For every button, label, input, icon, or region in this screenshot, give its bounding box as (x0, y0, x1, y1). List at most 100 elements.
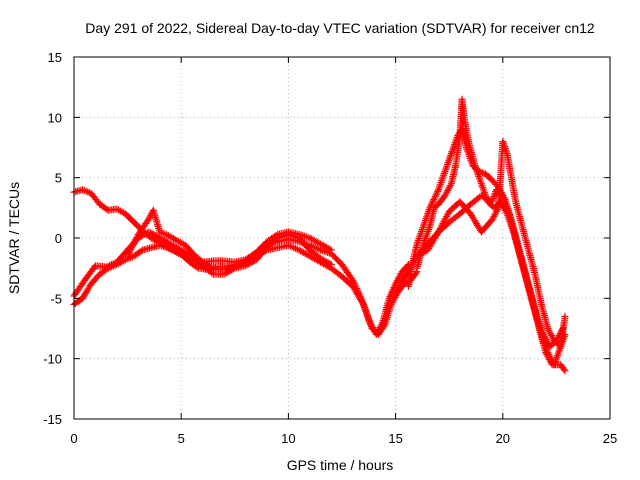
data-point-fill (162, 237, 170, 245)
data-point-fill (502, 146, 510, 154)
data-point-fill (304, 251, 312, 259)
data-point-fill (154, 233, 162, 241)
data-point-fill (79, 279, 87, 287)
data-point-fill (206, 263, 214, 271)
data-point-fill (483, 195, 491, 203)
data-point-fill (168, 241, 176, 249)
data-point (145, 228, 153, 236)
data-point-fill (489, 194, 497, 202)
data-point-fill (434, 187, 442, 195)
data-point-fill (518, 256, 526, 264)
data-point-fill (505, 208, 513, 216)
data-point-fill (326, 260, 334, 268)
data-point-fill (260, 240, 268, 248)
data-point-fill (180, 248, 188, 256)
data-point-fill (321, 243, 329, 251)
data-point-fill (537, 298, 545, 306)
data-point-fill (250, 251, 258, 259)
data-point-fill (326, 245, 334, 253)
data-point-fill (418, 250, 426, 258)
data-point-fill (271, 232, 279, 240)
data-point-fill (101, 204, 109, 212)
data-point-fill (358, 299, 366, 307)
data-point-fill (440, 169, 448, 177)
y-axis-label: SDTVAR / TECUs (6, 182, 22, 294)
data-point (327, 261, 335, 269)
data-point-fill (111, 205, 119, 213)
data-point-fill (298, 248, 306, 256)
data-point-fill (128, 216, 136, 224)
data-point-fill (380, 322, 388, 330)
data-point-fill (125, 249, 133, 257)
data-point-fill (303, 250, 311, 258)
data-point-fill (428, 199, 436, 207)
data-point-fill (451, 163, 459, 171)
series-8 (413, 137, 569, 351)
data-point-fill (433, 189, 441, 197)
data-point-fill (171, 243, 179, 251)
data-point-fill (136, 248, 144, 256)
data-point-fill (559, 364, 567, 372)
data-point-fill (347, 273, 355, 281)
data-point-fill (151, 231, 159, 239)
data-point-fill (480, 193, 488, 201)
data-point-fill (80, 186, 88, 194)
data-point-fill (561, 314, 569, 322)
data-point-fill (160, 237, 168, 245)
data-point-fill (321, 257, 329, 265)
data-point-fill (489, 196, 497, 204)
data-point-fill (429, 197, 437, 205)
data-point-fill (159, 229, 167, 237)
data-point-fill (425, 224, 433, 232)
data-point-fill (137, 247, 145, 255)
data-point-fill (229, 263, 237, 271)
data-point-fill (486, 219, 494, 227)
data-point-fill (511, 196, 519, 204)
axis-ticks: 0 5 10 15 20 25 -15 -10 -5 0 5 10 15 (43, 50, 617, 446)
data-point-fill (159, 236, 167, 244)
data-point-fill (129, 242, 137, 250)
data-point-fill (494, 206, 502, 214)
data-point-fill (419, 249, 427, 257)
data-point-fill (179, 247, 187, 255)
data-point-fill (346, 280, 354, 288)
x-tick-label: 20 (496, 431, 510, 446)
series-4 (124, 206, 335, 273)
data-point-fill (89, 265, 97, 273)
data-point-fill (357, 297, 365, 305)
data-point-fill (431, 192, 439, 200)
data-point-fill (84, 188, 92, 196)
data-point-fill (93, 197, 101, 205)
data-point-fill (335, 270, 343, 278)
data-point-fill (82, 187, 90, 195)
data-point-fill (304, 233, 312, 241)
data-point-fill (129, 240, 137, 248)
data-point-fill (165, 239, 173, 247)
data-point-fill (543, 323, 551, 331)
data-point-fill (300, 249, 308, 257)
data-point-fill (176, 245, 184, 253)
data-point-fill (323, 243, 331, 251)
data-point-fill (163, 238, 171, 246)
data-point-fill (293, 230, 301, 238)
data-point-fill (511, 232, 519, 240)
data-point (488, 198, 496, 206)
data-point-fill (315, 245, 323, 253)
data-point-fill (293, 245, 301, 253)
x-tick-label: 25 (603, 431, 617, 446)
data-point-fill (500, 141, 508, 149)
data-point-fill (493, 207, 501, 215)
x-tick-label: 0 (70, 431, 77, 446)
data-point-fill (169, 234, 177, 242)
data-point-fill (303, 243, 311, 251)
data-point-fill (133, 234, 141, 242)
data-point-fill (421, 248, 429, 256)
data-point-fill (318, 241, 326, 249)
data-point-fill (127, 245, 135, 253)
data-point-fill (301, 250, 309, 258)
data-point-fill (499, 139, 507, 147)
data-point-fill (131, 237, 139, 245)
y-tick-label: 5 (55, 171, 62, 186)
data-point-fill (464, 207, 472, 215)
data-point-fill (447, 151, 455, 159)
